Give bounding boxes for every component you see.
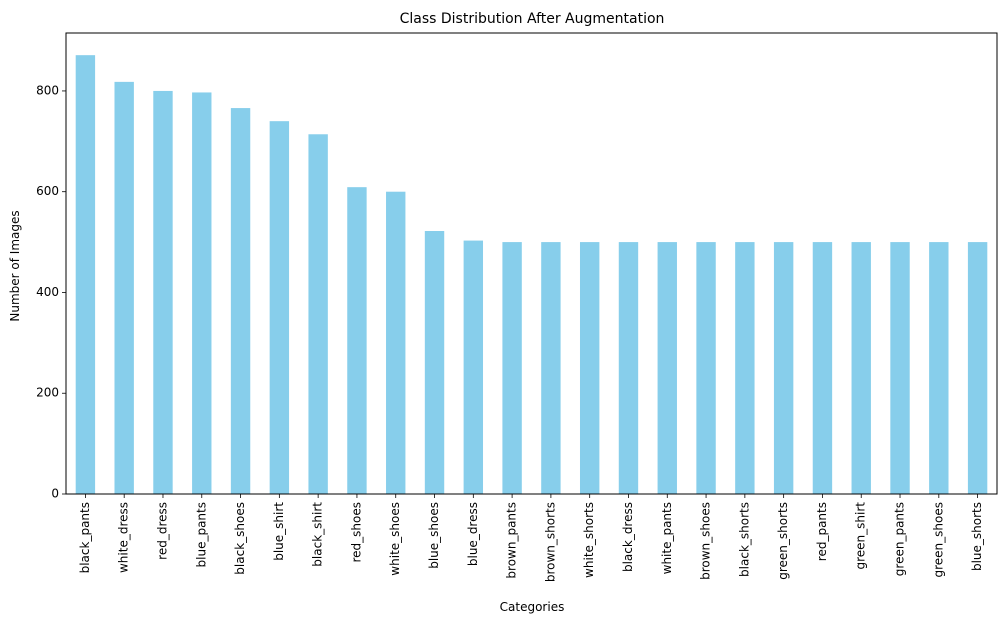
bar-red_dress — [153, 90, 173, 495]
x-tick-label: red_dress — [155, 502, 169, 560]
x-tick-label: black_shirt — [311, 502, 325, 567]
x-tick-label: blue_dress — [466, 502, 480, 566]
y-tick-label: 200 — [36, 386, 59, 400]
bar-green_shoes — [929, 242, 949, 494]
x-tick-label: green_shirt — [854, 502, 868, 570]
bar-green_pants — [890, 242, 910, 494]
bar-black_pants — [75, 55, 96, 494]
x-tick-label: white_pants — [660, 502, 674, 574]
y-tick-label: 800 — [36, 83, 59, 97]
y-tick-label: 400 — [36, 285, 59, 299]
plot-frame — [65, 32, 998, 495]
x-tick-label: brown_pants — [505, 502, 519, 579]
x-tick-label: white_dress — [117, 502, 131, 573]
bar-white_dress — [114, 81, 134, 495]
bar-black_dress — [618, 242, 639, 494]
bar-black_shirt — [308, 134, 328, 494]
x-tick-label: red_pants — [815, 502, 829, 561]
bar-red_shoes — [347, 187, 367, 495]
bar-black_shorts — [735, 242, 755, 494]
bars-layer — [75, 55, 988, 495]
x-tick-label: brown_shorts — [543, 502, 557, 582]
x-axis-label: Categories — [500, 600, 565, 614]
x-axis-ticks: black_pants white_dress red_dress blue_pant… — [78, 494, 984, 582]
x-tick-label: blue_shorts — [970, 502, 984, 571]
y-axis-label: Number of Images — [8, 210, 22, 321]
x-tick-label: black_pants — [78, 502, 92, 573]
bar-blue_shirt — [269, 121, 290, 494]
bar-red_pants — [812, 242, 833, 494]
bar-green_shirt — [851, 242, 871, 494]
x-tick-label: blue_pants — [194, 502, 208, 567]
x-tick-label: green_shoes — [931, 502, 945, 578]
x-tick-label: red_shoes — [349, 502, 363, 563]
bar-brown_shoes — [696, 242, 716, 494]
bar-blue_shoes — [424, 231, 445, 494]
bar-blue_shorts — [967, 242, 988, 494]
y-tick-label: 0 — [51, 487, 59, 501]
x-tick-label: green_pants — [893, 502, 907, 576]
x-tick-label: white_shoes — [388, 502, 402, 576]
x-tick-label: green_shorts — [776, 502, 790, 580]
bar-white_pants — [657, 242, 677, 494]
bar-brown_pants — [502, 242, 522, 494]
bar-black_shoes — [230, 108, 251, 494]
x-tick-label: white_shorts — [582, 502, 596, 578]
bar-green_shorts — [773, 242, 794, 494]
x-tick-label: blue_shirt — [272, 502, 286, 561]
y-tick-label: 600 — [36, 184, 59, 198]
bar-white_shorts — [579, 242, 600, 494]
x-tick-label: black_shoes — [233, 502, 247, 575]
x-tick-label: blue_shoes — [427, 502, 441, 569]
x-tick-label: black_shorts — [737, 502, 751, 577]
x-tick-label: brown_shoes — [699, 502, 713, 580]
bar-blue_dress — [463, 240, 484, 494]
bar-white_shoes — [386, 191, 406, 494]
x-tick-label: black_dress — [621, 502, 635, 572]
bar-brown_shorts — [541, 242, 561, 494]
bar-blue_pants — [192, 92, 212, 495]
chart-title: Class Distribution After Augmentation — [400, 11, 665, 27]
y-axis-ticks: 0 200 400 600 800 — [36, 83, 66, 501]
